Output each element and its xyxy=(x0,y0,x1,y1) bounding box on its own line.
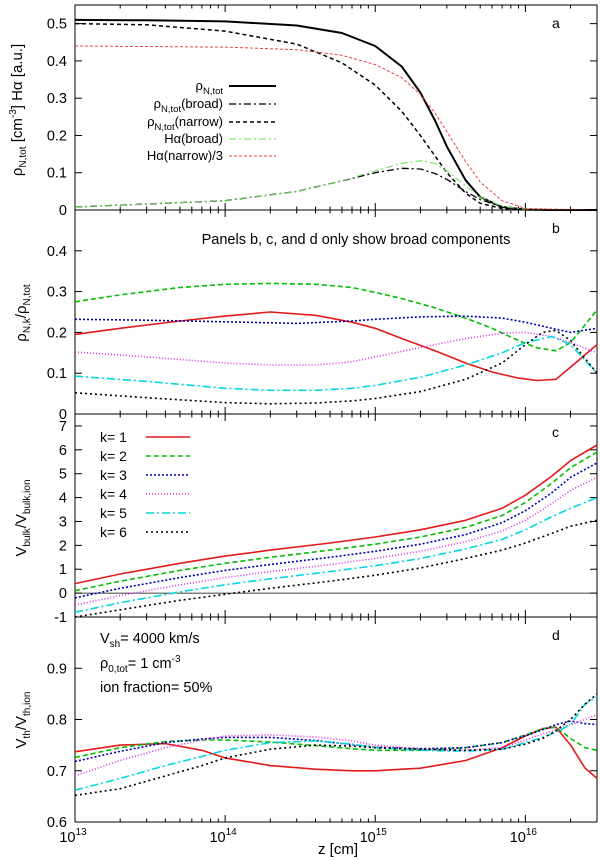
legend-label-k4: k= 4 xyxy=(100,486,127,502)
legend-label-k3: k= 3 xyxy=(100,467,127,483)
legend-label-rho-tot: ρN,tot xyxy=(196,78,224,97)
panel-letter: a xyxy=(552,15,560,31)
y-tick-label: 0.9 xyxy=(47,661,67,677)
y-tick-label: 0.7 xyxy=(47,764,67,780)
y-tick-label: 1 xyxy=(59,562,67,578)
y-tick-label: 0.4 xyxy=(47,54,67,70)
panel-letter: c xyxy=(552,424,559,440)
x-tick-label: 1015 xyxy=(360,827,388,846)
panel-d-series-5-line xyxy=(74,695,598,791)
y-tick-label: 3 xyxy=(59,514,67,530)
shock-velocity-label: Vsh= 4000 km/s xyxy=(100,631,200,650)
panel-b-ylabel: ρN,k/ρN,tot xyxy=(13,284,33,342)
y-tick-label: 0.3 xyxy=(47,285,67,301)
y-tick-label: 6 xyxy=(59,443,67,459)
panel-letter: b xyxy=(552,220,560,236)
panel-c-frame xyxy=(74,413,598,618)
panel-a-series-5-line xyxy=(74,45,598,211)
panel-d-annotations: Vsh= 4000 km/s ρ0,tot= 1 cm-3 ion fracti… xyxy=(100,631,213,696)
panel-d-frame xyxy=(74,616,598,823)
y-tick-label: 0.1 xyxy=(47,366,67,382)
panel-b-series-2-line xyxy=(74,282,598,352)
panel-b-series-1-line xyxy=(74,311,598,382)
legend-label-halpha-narrow: Hα(narrow)/3 xyxy=(147,148,223,163)
legend-label-rho-narrow: ρN,tot(narrow) xyxy=(147,114,223,133)
y-tick-label: 0.8 xyxy=(47,713,67,729)
panel-a-series-3-line xyxy=(74,22,598,211)
y-tick-label: 5 xyxy=(59,467,67,483)
panel-b: 0 0.1 0.2 0.3 0.4 b xyxy=(47,209,598,423)
ion-fraction-label: ion fraction= 50% xyxy=(100,680,213,696)
panel-c-series-3-line xyxy=(74,462,598,599)
panel-a-legend: ρN,tot ρN,tot(broad) ρN,tot(narrow) Hα(b… xyxy=(147,78,224,163)
legend-label-k6: k= 6 xyxy=(100,524,127,540)
panel-b-series-5-line xyxy=(74,335,598,392)
legend-label-halpha-broad: Hα(broad) xyxy=(164,131,223,146)
panel-c-series-2-line xyxy=(74,451,598,592)
density-label: ρ0,tot= 1 cm-3 xyxy=(100,654,181,675)
y-tick-label: 7 xyxy=(59,419,67,435)
panel-c-series-1-line xyxy=(74,444,598,585)
panel-a-ylabel: ρN,tot [cm-3] Hα [a.u.] xyxy=(8,44,29,176)
panel-c: -1 0 1 2 3 4 5 6 7 c xyxy=(54,413,598,626)
legend-label-k5: k= 5 xyxy=(100,505,127,521)
y-tick-label: 0 xyxy=(59,586,67,602)
y-tick-label: -1 xyxy=(54,610,67,626)
panel-c-ylabel: Vbulk/Vbulk,ion xyxy=(13,479,33,556)
y-tick-label: 0 xyxy=(59,407,67,423)
x-tick-label: 1014 xyxy=(209,827,237,846)
plot-area: 0 0.1 0.2 0.3 0.4 0.5 a 0 0.1 0.2 0.3 0.4 b -1 0 1 2 3 4 5 6… xyxy=(47,4,598,846)
panel-c-series-6-line xyxy=(74,519,598,618)
panel-b-series-6-line xyxy=(74,329,598,405)
panel-d-series-4-line xyxy=(74,713,598,777)
panel-a-series-4-line xyxy=(74,160,598,211)
y-tick-label: 0 xyxy=(59,203,67,219)
y-tick-label: 0.6 xyxy=(47,815,67,831)
y-tick-label: 0.3 xyxy=(47,91,67,107)
y-tick-label: 0.2 xyxy=(47,128,67,144)
y-tick-label: 0.2 xyxy=(47,325,67,341)
x-tick-label: 1013 xyxy=(59,827,87,846)
legend-label-k1: k= 1 xyxy=(100,429,127,445)
x-axis-label: z [cm] xyxy=(318,841,358,858)
panel-d-ylabel: Vth/Vth,ion xyxy=(13,691,33,748)
panel-c-series-5-line xyxy=(74,496,598,613)
panel-d-series-3-line xyxy=(74,720,598,763)
panel-b-series-3-line xyxy=(74,315,598,334)
y-tick-label: 0.5 xyxy=(47,17,67,33)
panel-b-series-4-line xyxy=(74,331,598,366)
y-tick-label: 0.1 xyxy=(47,166,67,182)
legend-label-rho-broad: ρN,tot(broad) xyxy=(154,96,223,115)
panel-c-series-4-line xyxy=(74,476,598,606)
panel-b-annotation: Panels b, c, and d only show broad compo… xyxy=(202,232,511,248)
panel-d-series-1-line xyxy=(74,726,598,780)
panel-d: 0.6 0.7 0.8 0.9 d xyxy=(47,616,598,831)
panel-c-legend: k= 1 k= 2 k= 3 k= 4 k= 5 k= 6 xyxy=(100,429,127,540)
y-tick-label: 2 xyxy=(59,538,67,554)
y-tick-label: 4 xyxy=(59,491,67,507)
legend-label-k2: k= 2 xyxy=(100,448,127,464)
panel-letter: d xyxy=(552,627,560,643)
panel-a: 0 0.1 0.2 0.3 0.4 0.5 a xyxy=(47,4,598,219)
x-tick-label: 1016 xyxy=(510,827,538,846)
y-tick-label: 0.4 xyxy=(47,244,67,260)
